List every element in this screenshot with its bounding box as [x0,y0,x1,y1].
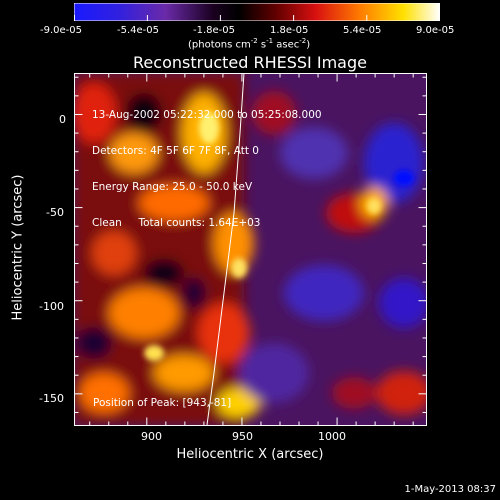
annotation-time: 13-Aug-2002 05:22:32.000 to 05:25:08.000 [92,109,322,121]
colorbar-tick-label: 5.4e-05 [343,25,382,36]
x-tick-label: 950 [232,430,253,443]
annotation-detectors: Detectors: 4F 5F 6F 7F 8F, Att 0 [92,145,259,157]
y-tick-label: -100 [39,300,64,313]
colorbar-tick-label: -5.4e-05 [117,25,159,36]
footer-timestamp: 1-May-2013 08:37 [404,484,496,495]
y-axis-label: Heliocentric Y (arcsec) [10,174,26,321]
annotation-block: 13-Aug-2002 05:22:32.000 to 05:25:08.000… [92,85,322,241]
y-tick-label: -150 [39,392,64,405]
colorbar-tick-label: -1.8e-05 [193,25,235,36]
colorbar-tick-label: 1.8e-05 [270,25,309,36]
colorbar-tick-label: 9.0e-05 [416,25,455,36]
y-tick-label: 0 [59,113,66,126]
colorbar-unit-label: (photons cm-2 s-1 asec-2) [188,37,311,51]
peak-position-label: Position of Peak: [943,-81] [93,397,232,409]
y-tick-label: -50 [46,206,64,219]
colorbar-tick-labels: -9.0e-05 -5.4e-05 -1.8e-05 1.8e-05 5.4e-… [0,25,500,39]
x-tick-label: 900 [141,430,162,443]
plot-title: Reconstructed RHESSI Image [133,53,367,72]
colorbar-gradient [74,3,440,21]
annotation-counts: Clean Total counts: 1.64E+03 [92,217,261,229]
colorbar-tick-label: -9.0e-05 [40,25,82,36]
x-axis-label: Heliocentric X (arcsec) [176,447,324,462]
annotation-energy: Energy Range: 25.0 - 50.0 keV [92,181,253,193]
x-tick-label: 1000 [318,430,346,443]
colorbar [74,3,440,21]
